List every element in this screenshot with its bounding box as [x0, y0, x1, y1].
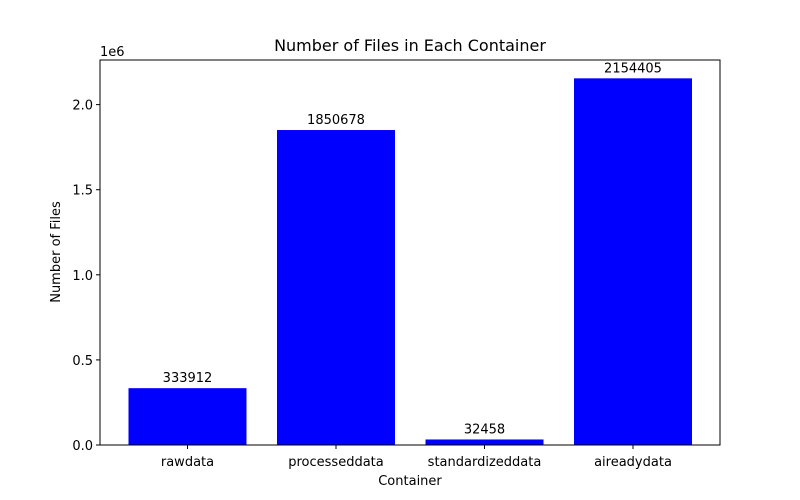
- bar-processeddata: [277, 130, 395, 445]
- y-tick-label-2: 1.0: [72, 269, 93, 284]
- bar-standardizeddata: [425, 439, 544, 445]
- y-tick-label-4: 2.0: [72, 99, 93, 114]
- x-tick-label-processeddata: processeddata: [288, 455, 384, 470]
- x-axis-label: Container: [378, 474, 442, 489]
- bars-layer: 333912 1850678 32458 2154405: [128, 61, 692, 446]
- y-tick-label-3: 1.5: [72, 184, 93, 199]
- chart-title: Number of Files in Each Container: [274, 36, 546, 55]
- data-label-aireadydata: 2154405: [604, 61, 662, 76]
- y-axis-offset-label: 1e6: [100, 45, 125, 60]
- bar-rawdata: [128, 388, 247, 445]
- data-label-standardizeddata: 32458: [464, 422, 505, 437]
- bar-aireadydata: [574, 78, 692, 446]
- plot-frame: [99, 59, 721, 446]
- data-label-processeddata: 1850678: [307, 113, 365, 128]
- y-tick-label-0: 0.0: [72, 439, 93, 454]
- y-axis-label: Number of Files: [49, 201, 64, 303]
- y-tick-label-1: 0.5: [72, 354, 93, 369]
- ticks-layer: rawdata processeddata standardizeddata aire…: [72, 99, 672, 470]
- x-tick-label-rawdata: rawdata: [161, 455, 214, 470]
- x-tick-label-aireadydata: aireadydata: [594, 455, 672, 470]
- data-label-rawdata: 333912: [163, 371, 213, 386]
- x-tick-label-standardizeddata: standardizeddata: [428, 455, 542, 470]
